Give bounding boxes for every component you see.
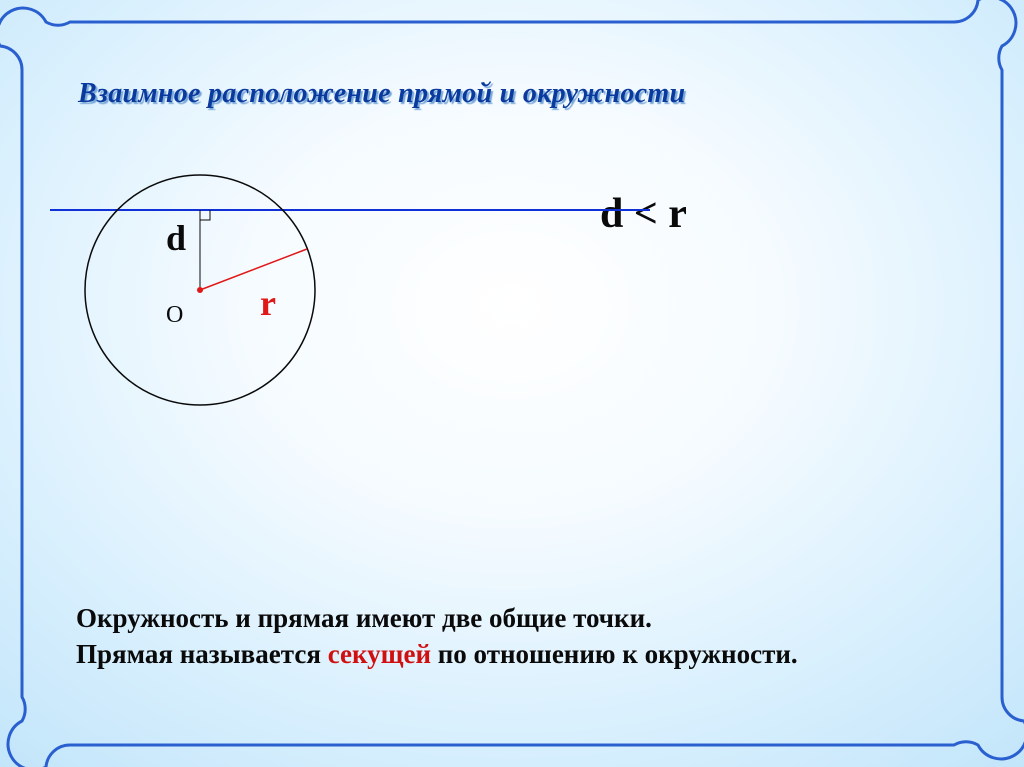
radius-line-r: [200, 249, 307, 290]
label-distance-d: d: [166, 218, 186, 258]
label-center-O: О: [166, 302, 183, 328]
slide-title: Взаимное расположение прямой и окружност…: [78, 78, 685, 110]
formula-text: d < r: [600, 190, 687, 238]
label-radius-r: r: [260, 283, 276, 323]
definition-line2-suffix: по отношению к окружности.: [431, 639, 798, 669]
definition-text: Окружность и прямая имеют две общие точк…: [76, 600, 948, 673]
definition-highlight-word: секущей: [328, 639, 431, 669]
definition-line1: Окружность и прямая имеют две общие точк…: [76, 603, 652, 633]
right-angle-mark: [200, 210, 210, 220]
definition-line2-prefix: Прямая называется: [76, 639, 328, 669]
title-text: Взаимное расположение прямой и окружност…: [78, 78, 685, 109]
center-point: [197, 287, 203, 293]
circle-secant-diagram: О d r: [50, 150, 410, 440]
